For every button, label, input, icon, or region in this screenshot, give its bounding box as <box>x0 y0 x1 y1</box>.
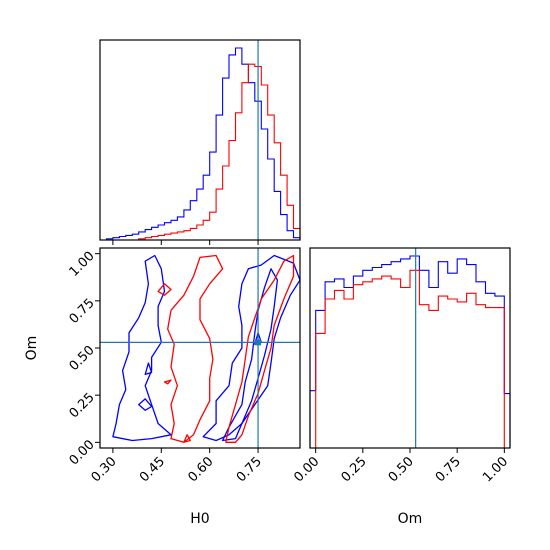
h0-vs-om-blue-contour-3 <box>138 398 153 411</box>
om-marginal-frame <box>309 247 511 449</box>
h0-marginal-blue-histogram <box>100 47 301 241</box>
h0-marginal-frame <box>99 39 301 241</box>
om-marginal-blue-histogram <box>309 255 511 448</box>
h0-vs-om-red-contour-2 <box>157 283 172 296</box>
h0-vs-om-blue-contour-0 <box>112 254 172 442</box>
h0-vs-om-blue-contour-2 <box>221 268 279 442</box>
om-marginal-x-tick-label: 0.00 <box>291 454 322 485</box>
y-axis-label: Om <box>24 336 40 361</box>
om-marginal-x-axis-label: Om <box>398 511 423 527</box>
om-y-tick-label: 0.00 <box>67 437 98 468</box>
h0-vs-om-x-tick-label: 0.60 <box>185 454 216 485</box>
om-marginal-x-tick-label: 0.75 <box>433 454 464 485</box>
om-marginal-x-tick-label: 0.50 <box>386 454 417 485</box>
h0-vs-om-x-tick-label: 0.30 <box>89 454 120 485</box>
h0-vs-om-red-contour-1 <box>225 254 295 443</box>
h0-vs-om-blue-contour-4 <box>144 362 153 376</box>
h0-vs-om-x-tick-label: 0.75 <box>234 454 265 485</box>
h0-vs-om-x-axis-label: H0 <box>190 511 209 527</box>
om-y-tick-label: 0.75 <box>67 296 98 327</box>
om-marginal-x-tick-label: 1.00 <box>480 454 511 485</box>
h0-vs-om-frame <box>99 247 301 449</box>
h0-vs-om-red-contour-3 <box>163 379 172 385</box>
h0-vs-om-x-tick-label: 0.45 <box>137 454 168 485</box>
h0-marginal-red-histogram <box>100 63 301 241</box>
om-y-tick-label: 0.50 <box>67 343 98 374</box>
h0-vs-om-truth-marker <box>255 339 262 346</box>
h0-vs-om-blue-contour-1 <box>202 254 301 442</box>
om-marginal-red-histogram <box>310 269 510 449</box>
h0-vs-om-red-contour-4 <box>183 434 191 443</box>
om-y-tick-label: 0.25 <box>67 390 98 421</box>
h0-vs-om-red-contour-0 <box>167 254 224 443</box>
om-marginal-x-tick-label: 0.25 <box>339 454 370 485</box>
om-y-tick-label: 1.00 <box>67 249 98 280</box>
